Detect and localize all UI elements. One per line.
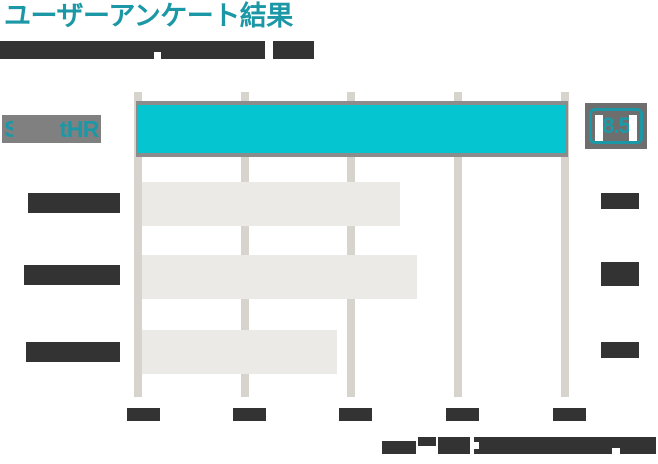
- value-label-2: [601, 193, 639, 209]
- subtitle-block-2: [273, 41, 314, 59]
- category-label-3: [24, 265, 120, 285]
- footer-notch-2: [612, 448, 620, 454]
- footer-note-redacted: [382, 437, 658, 454]
- footer-block-4: [474, 437, 656, 454]
- value-label-3: [601, 262, 639, 286]
- value-badge-text: 8.5: [602, 113, 631, 138]
- xtick-label-4: [446, 408, 479, 421]
- gridline-5: [561, 92, 569, 397]
- subtitle-notch: [154, 52, 161, 59]
- gridline-1: [134, 92, 142, 397]
- gridline-4: [454, 92, 462, 397]
- subtitle-block-1: [0, 41, 265, 59]
- bar-row-2[interactable]: [142, 182, 400, 226]
- bar-smarthr[interactable]: [136, 101, 568, 157]
- category-label-2-block: [28, 193, 120, 213]
- xtick-label-2: [233, 408, 266, 421]
- xtick-label-5: [553, 408, 586, 421]
- category-label-4-block: [26, 342, 120, 362]
- footer-block-1: [382, 441, 416, 454]
- value-badge-mask-left: [595, 115, 603, 141]
- footer-block-3: [438, 437, 470, 454]
- value-label-2-block: [601, 193, 639, 209]
- subtitle-redacted: [0, 41, 314, 59]
- gridline-3: [347, 92, 355, 397]
- value-label-4: [601, 342, 639, 358]
- category-label-4: [26, 342, 120, 362]
- category-label-smarthr-mask: [13, 116, 60, 138]
- value-badge-mask-right: [629, 115, 637, 141]
- xtick-label-1: [127, 408, 160, 421]
- bar-row-4[interactable]: [142, 330, 337, 374]
- footer-block-2: [418, 437, 436, 446]
- xtick-label-3: [339, 408, 372, 421]
- value-badge-border: 8.5: [589, 108, 643, 144]
- value-badge-smarthr: 8.5: [585, 103, 647, 149]
- category-label-2: [28, 193, 120, 213]
- gridline-2: [241, 92, 249, 397]
- value-label-3-block: [601, 262, 639, 286]
- category-label-3-block: [24, 265, 120, 285]
- page-title: ユーザーアンケート結果: [4, 1, 293, 31]
- value-label-4-block: [601, 342, 639, 358]
- footer-notch-1: [472, 442, 479, 449]
- bar-row-3[interactable]: [142, 255, 417, 299]
